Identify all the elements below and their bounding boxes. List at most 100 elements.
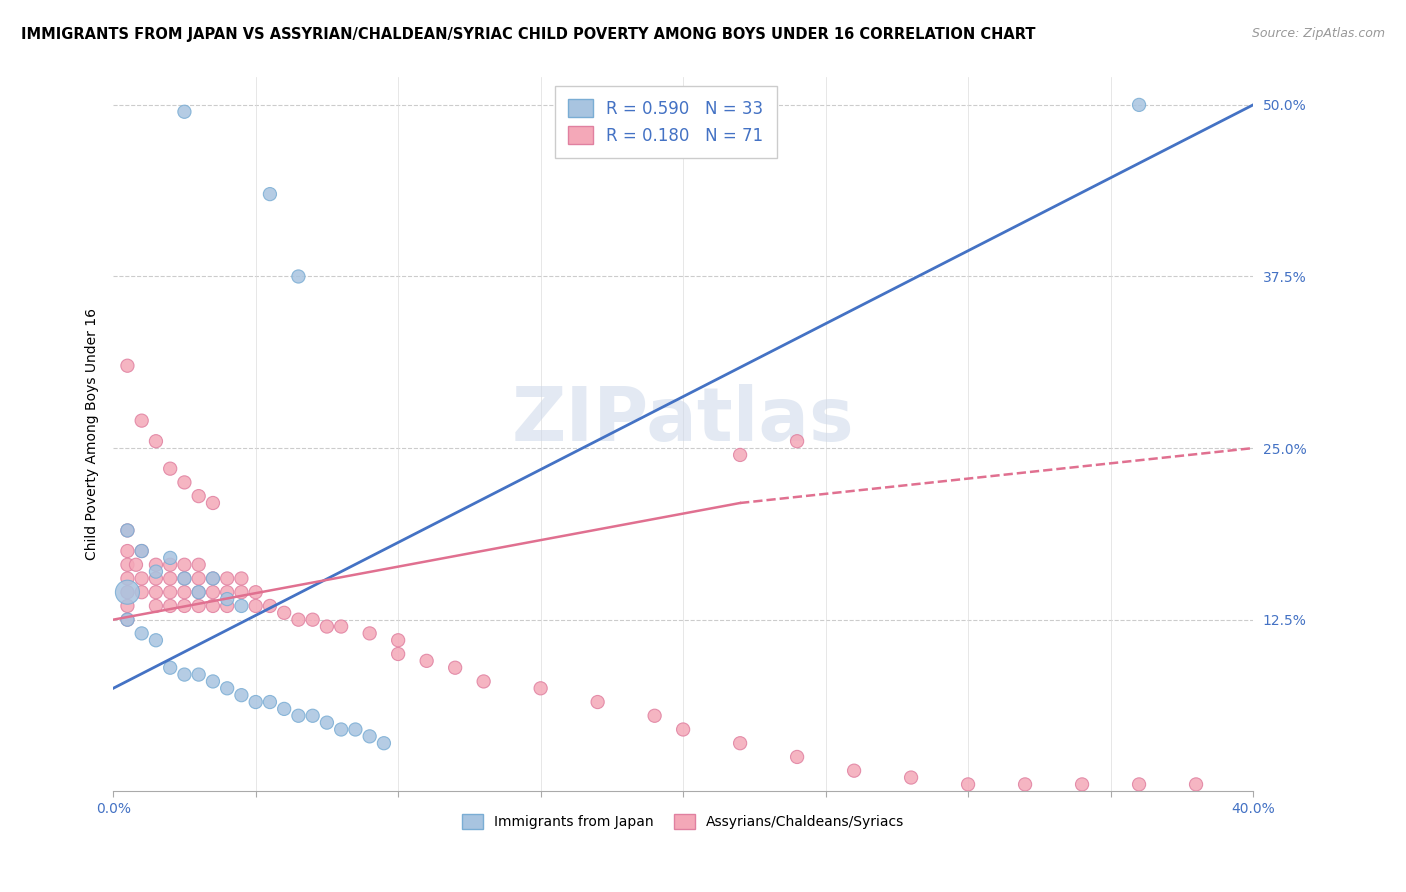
Point bbox=[117, 572, 139, 586]
Point bbox=[145, 558, 167, 572]
Point bbox=[159, 558, 181, 572]
Point bbox=[245, 695, 267, 709]
Point bbox=[173, 475, 195, 490]
Point bbox=[201, 572, 224, 586]
Point bbox=[415, 654, 437, 668]
Text: ZIPatlas: ZIPatlas bbox=[512, 384, 855, 457]
Point bbox=[159, 461, 181, 475]
Point bbox=[900, 771, 922, 785]
Point bbox=[957, 777, 980, 791]
Point bbox=[173, 599, 195, 613]
Point bbox=[245, 599, 267, 613]
Point bbox=[316, 715, 339, 730]
Point bbox=[287, 613, 309, 627]
Point bbox=[159, 572, 181, 586]
Point bbox=[259, 695, 281, 709]
Point bbox=[117, 599, 139, 613]
Point bbox=[145, 565, 167, 579]
Point bbox=[287, 269, 309, 284]
Point bbox=[217, 572, 239, 586]
Point bbox=[387, 647, 409, 661]
Point bbox=[728, 736, 751, 750]
Point bbox=[131, 544, 153, 558]
Point bbox=[117, 544, 139, 558]
Point bbox=[231, 585, 253, 599]
Point bbox=[444, 661, 467, 675]
Point bbox=[387, 633, 409, 648]
Point bbox=[187, 585, 209, 599]
Point bbox=[117, 613, 139, 627]
Point bbox=[344, 723, 367, 737]
Point bbox=[1128, 777, 1150, 791]
Point bbox=[187, 667, 209, 681]
Point bbox=[245, 585, 267, 599]
Point bbox=[330, 723, 353, 737]
Point bbox=[359, 730, 381, 744]
Point bbox=[173, 572, 195, 586]
Point bbox=[145, 633, 167, 648]
Point bbox=[259, 187, 281, 202]
Point bbox=[117, 558, 139, 572]
Point bbox=[273, 606, 295, 620]
Point bbox=[145, 434, 167, 449]
Point bbox=[217, 585, 239, 599]
Point bbox=[117, 585, 139, 599]
Point bbox=[217, 592, 239, 607]
Text: IMMIGRANTS FROM JAPAN VS ASSYRIAN/CHALDEAN/SYRIAC CHILD POVERTY AMONG BOYS UNDER: IMMIGRANTS FROM JAPAN VS ASSYRIAN/CHALDE… bbox=[21, 27, 1036, 42]
Point bbox=[359, 626, 381, 640]
Point bbox=[117, 359, 139, 373]
Point bbox=[201, 496, 224, 510]
Point bbox=[373, 736, 395, 750]
Point bbox=[187, 572, 209, 586]
Point bbox=[786, 434, 808, 449]
Point bbox=[117, 585, 139, 599]
Point bbox=[301, 708, 323, 723]
Point bbox=[728, 448, 751, 462]
Point bbox=[201, 599, 224, 613]
Point bbox=[117, 613, 139, 627]
Point bbox=[217, 599, 239, 613]
Point bbox=[145, 572, 167, 586]
Point bbox=[159, 550, 181, 565]
Y-axis label: Child Poverty Among Boys Under 16: Child Poverty Among Boys Under 16 bbox=[86, 309, 100, 560]
Point bbox=[145, 585, 167, 599]
Point bbox=[201, 674, 224, 689]
Point bbox=[586, 695, 609, 709]
Point bbox=[187, 585, 209, 599]
Point bbox=[173, 104, 195, 119]
Point bbox=[159, 599, 181, 613]
Point bbox=[131, 585, 153, 599]
Point bbox=[231, 599, 253, 613]
Point bbox=[117, 524, 139, 538]
Legend: Immigrants from Japan, Assyrians/Chaldeans/Syriacs: Immigrants from Japan, Assyrians/Chaldea… bbox=[457, 808, 910, 834]
Point bbox=[1185, 777, 1208, 791]
Point bbox=[786, 750, 808, 764]
Point bbox=[330, 619, 353, 633]
Point bbox=[131, 544, 153, 558]
Point bbox=[217, 681, 239, 696]
Point bbox=[672, 723, 695, 737]
Point bbox=[1071, 777, 1094, 791]
Point bbox=[173, 585, 195, 599]
Point bbox=[259, 599, 281, 613]
Point bbox=[201, 585, 224, 599]
Point bbox=[472, 674, 495, 689]
Point bbox=[173, 572, 195, 586]
Point bbox=[201, 572, 224, 586]
Point bbox=[273, 702, 295, 716]
Point bbox=[131, 572, 153, 586]
Point bbox=[1014, 777, 1036, 791]
Point bbox=[131, 414, 153, 428]
Point bbox=[187, 558, 209, 572]
Point bbox=[173, 667, 195, 681]
Point bbox=[131, 626, 153, 640]
Point bbox=[159, 661, 181, 675]
Point bbox=[316, 619, 339, 633]
Point bbox=[231, 572, 253, 586]
Point bbox=[301, 613, 323, 627]
Point bbox=[644, 708, 666, 723]
Point bbox=[187, 599, 209, 613]
Point bbox=[187, 489, 209, 503]
Point bbox=[842, 764, 865, 778]
Point bbox=[173, 558, 195, 572]
